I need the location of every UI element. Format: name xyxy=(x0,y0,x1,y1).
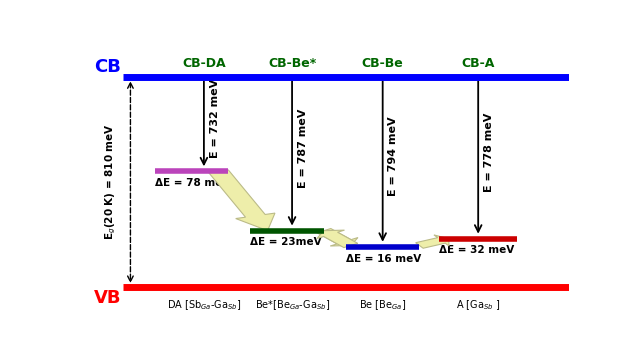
Text: E = 794 meV: E = 794 meV xyxy=(389,117,398,196)
Text: ΔE = 23meV: ΔE = 23meV xyxy=(250,237,322,247)
Text: CB: CB xyxy=(94,58,121,76)
Text: CB-DA: CB-DA xyxy=(182,57,226,70)
Text: E$_g$(20 K) = 810 meV: E$_g$(20 K) = 810 meV xyxy=(104,124,118,240)
Polygon shape xyxy=(317,229,358,246)
Text: DA [Sb$_{Ga}$-Ga$_{Sb}$]: DA [Sb$_{Ga}$-Ga$_{Sb}$] xyxy=(167,298,241,312)
Text: E = 787 meV: E = 787 meV xyxy=(298,109,308,188)
Text: CB-Be*: CB-Be* xyxy=(268,57,316,70)
Text: ΔE = 32 meV: ΔE = 32 meV xyxy=(439,245,514,256)
Polygon shape xyxy=(416,235,449,248)
Polygon shape xyxy=(317,230,358,247)
Text: A [Ga$_{Sb}$ ]: A [Ga$_{Sb}$ ] xyxy=(456,298,501,312)
Text: CB-Be: CB-Be xyxy=(362,57,404,70)
Text: VB: VB xyxy=(94,289,121,307)
Text: CB-A: CB-A xyxy=(461,57,495,70)
Text: E = 732 meV: E = 732 meV xyxy=(210,79,220,159)
Text: ΔE = 16 meV: ΔE = 16 meV xyxy=(346,253,421,264)
Text: Be [Be$_{Ga}$]: Be [Be$_{Ga}$] xyxy=(359,298,406,312)
Text: E = 778 meV: E = 778 meV xyxy=(484,113,494,192)
Text: ΔE = 78 meV: ΔE = 78 meV xyxy=(155,178,230,188)
Polygon shape xyxy=(209,170,275,231)
Text: Be*[Be$_{Ga}$-Ga$_{Sb}$]: Be*[Be$_{Ga}$-Ga$_{Sb}$] xyxy=(255,298,330,312)
